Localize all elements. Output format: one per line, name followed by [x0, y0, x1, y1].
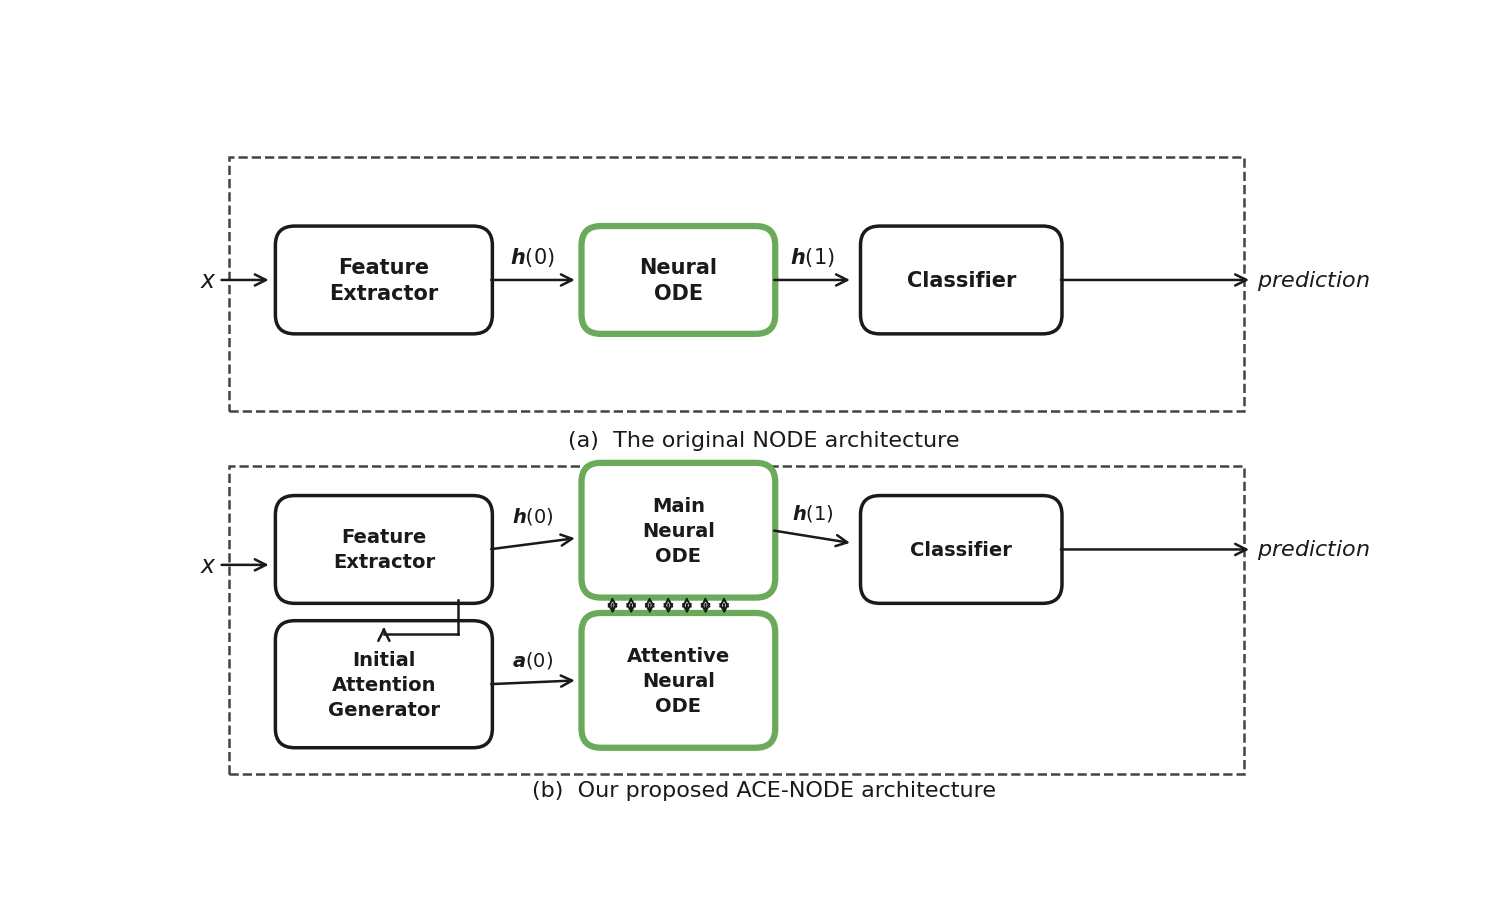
FancyBboxPatch shape — [861, 227, 1062, 334]
FancyBboxPatch shape — [861, 496, 1062, 604]
Text: $\boldsymbol{h}(1)$: $\boldsymbol{h}(1)$ — [791, 503, 833, 524]
Text: $\boldsymbol{h}(0)$: $\boldsymbol{h}(0)$ — [511, 246, 554, 268]
FancyBboxPatch shape — [581, 463, 775, 598]
Text: Feature
Extractor: Feature Extractor — [332, 528, 435, 572]
Text: (b)  Our proposed ACE-NODE architecture: (b) Our proposed ACE-NODE architecture — [532, 780, 995, 800]
Text: Feature
Extractor: Feature Extractor — [329, 257, 438, 303]
Bar — [229, 467, 1244, 775]
Text: $\boldsymbol{h}(1)$: $\boldsymbol{h}(1)$ — [790, 246, 834, 268]
FancyBboxPatch shape — [581, 227, 775, 334]
Text: $\it{prediction}$: $\it{prediction}$ — [1258, 269, 1369, 293]
Text: $\it{prediction}$: $\it{prediction}$ — [1258, 538, 1369, 562]
Text: Main
Neural
ODE: Main Neural ODE — [642, 496, 715, 565]
Text: Classifier: Classifier — [906, 271, 1016, 291]
Text: $x$: $x$ — [200, 269, 216, 293]
FancyBboxPatch shape — [276, 621, 492, 748]
Text: Classifier: Classifier — [910, 540, 1012, 559]
FancyBboxPatch shape — [276, 496, 492, 604]
Text: $\boldsymbol{h}(0)$: $\boldsymbol{h}(0)$ — [511, 506, 554, 526]
Text: (a)  The original NODE architecture: (a) The original NODE architecture — [568, 431, 960, 451]
FancyBboxPatch shape — [276, 227, 492, 334]
Text: Initial
Attention
Generator: Initial Attention Generator — [328, 650, 440, 719]
Bar — [229, 158, 1244, 412]
Text: $x$: $x$ — [200, 554, 216, 577]
Text: Attentive
Neural
ODE: Attentive Neural ODE — [627, 647, 730, 715]
Text: Neural
ODE: Neural ODE — [639, 257, 717, 303]
FancyBboxPatch shape — [581, 613, 775, 748]
Text: $\boldsymbol{a}(0)$: $\boldsymbol{a}(0)$ — [513, 649, 553, 671]
